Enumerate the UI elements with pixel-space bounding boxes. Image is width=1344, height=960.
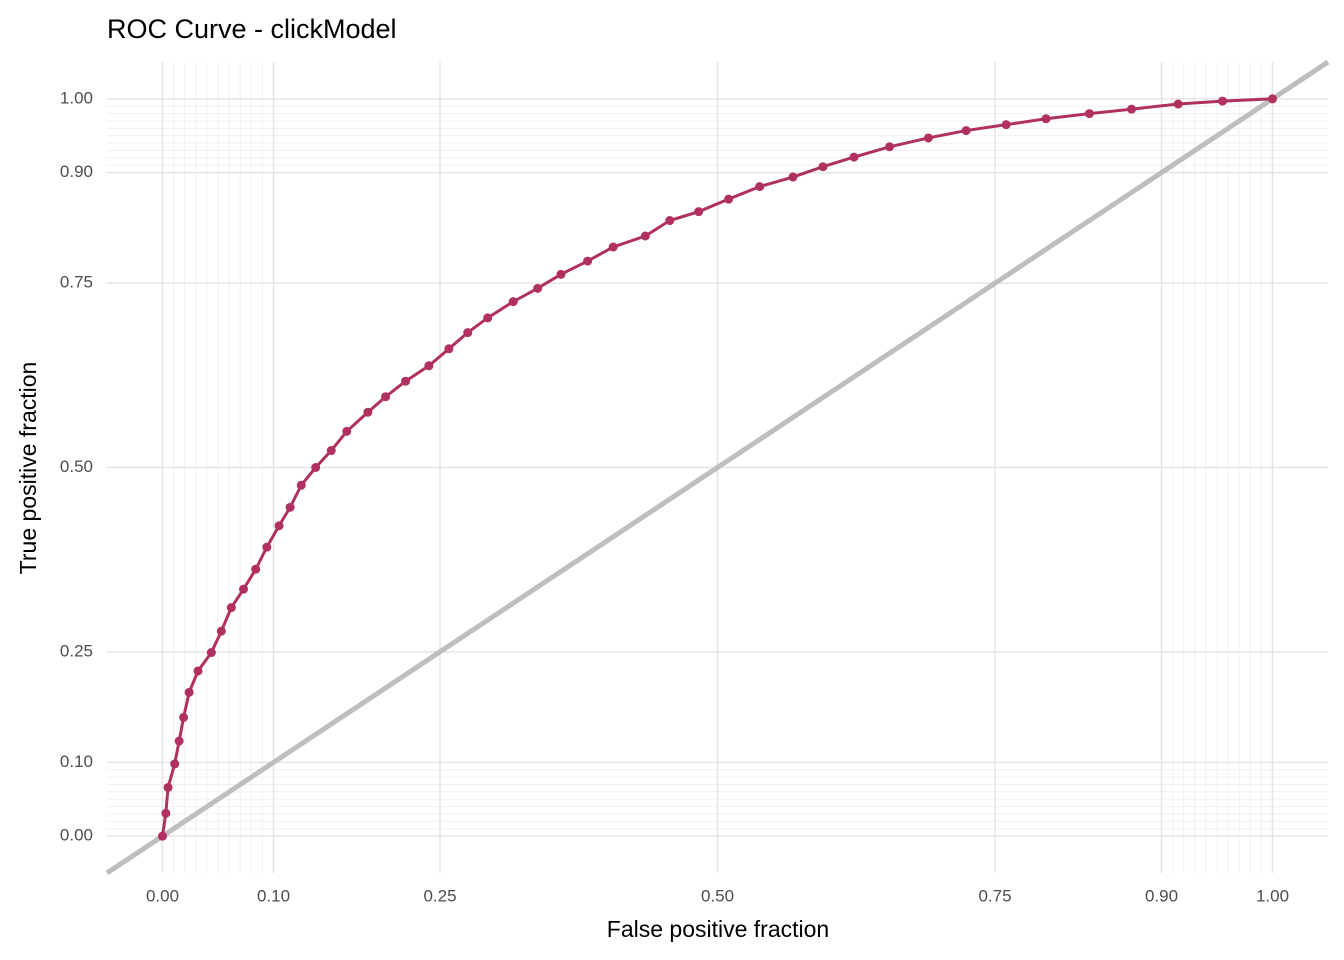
roc-point [226, 603, 236, 613]
x-tick-label: 0.00 [146, 886, 179, 905]
roc-point [444, 344, 454, 354]
x-tick-label: 0.75 [978, 886, 1011, 905]
roc-point [161, 808, 171, 818]
y-tick-label: 0.10 [60, 752, 93, 771]
roc-point [694, 207, 704, 217]
x-tick-label: 0.10 [257, 886, 290, 905]
x-axis-title: False positive fraction [607, 916, 829, 942]
x-tick-label: 0.25 [423, 886, 456, 905]
roc-point [483, 313, 493, 323]
roc-point [885, 142, 895, 152]
roc-point [170, 759, 180, 769]
y-tick-label: 0.75 [60, 273, 93, 292]
y-tick-label: 0.50 [60, 457, 93, 476]
roc-point [174, 736, 184, 746]
roc-point [640, 231, 650, 241]
roc-point [274, 521, 284, 531]
y-tick-label: 0.25 [60, 641, 93, 660]
roc-point [961, 126, 971, 136]
roc-point [251, 564, 261, 574]
roc-point [463, 328, 473, 338]
roc-point [1218, 96, 1228, 106]
roc-point [923, 133, 933, 143]
roc-point [342, 426, 352, 436]
reference-line [105, 59, 1330, 876]
roc-point [788, 172, 798, 182]
roc-point [239, 584, 249, 594]
roc-point [1127, 104, 1137, 114]
roc-point [724, 194, 734, 204]
roc-point [158, 831, 167, 841]
roc-point [401, 376, 411, 386]
roc-point [363, 407, 373, 417]
roc-point [1001, 120, 1011, 130]
roc-point [1268, 94, 1277, 104]
x-tick-label: 0.50 [701, 886, 734, 905]
roc-point [381, 392, 391, 402]
roc-point [285, 502, 295, 512]
roc-point [1041, 114, 1051, 124]
roc-point [296, 480, 306, 490]
roc-point [556, 269, 566, 279]
roc-point [424, 361, 434, 371]
roc-point [583, 256, 593, 266]
roc-point [608, 242, 618, 252]
y-tick-label: 0.90 [60, 162, 93, 181]
roc-point [818, 162, 828, 172]
roc-point [1084, 109, 1094, 119]
y-axis-title: True positive fraction [15, 362, 41, 575]
roc-point [311, 463, 321, 472]
chart-title: ROC Curve - clickModel [107, 14, 397, 44]
roc-point [206, 648, 216, 658]
roc-point [179, 712, 189, 722]
roc-point [163, 782, 173, 792]
roc-point [326, 446, 336, 456]
roc-point [508, 297, 518, 307]
roc-point [849, 152, 859, 162]
y-tick-label: 0.00 [60, 826, 93, 845]
roc-point [665, 216, 675, 226]
roc-point [216, 626, 226, 636]
roc-point [184, 687, 194, 697]
roc-point [193, 666, 203, 676]
roc-point [533, 283, 543, 293]
roc-point [1173, 99, 1183, 109]
roc-point [262, 542, 272, 552]
x-tick-label: 1.00 [1256, 886, 1289, 905]
y-tick-label: 1.00 [60, 88, 93, 107]
roc-point [755, 182, 765, 192]
x-tick-label: 0.90 [1145, 886, 1178, 905]
